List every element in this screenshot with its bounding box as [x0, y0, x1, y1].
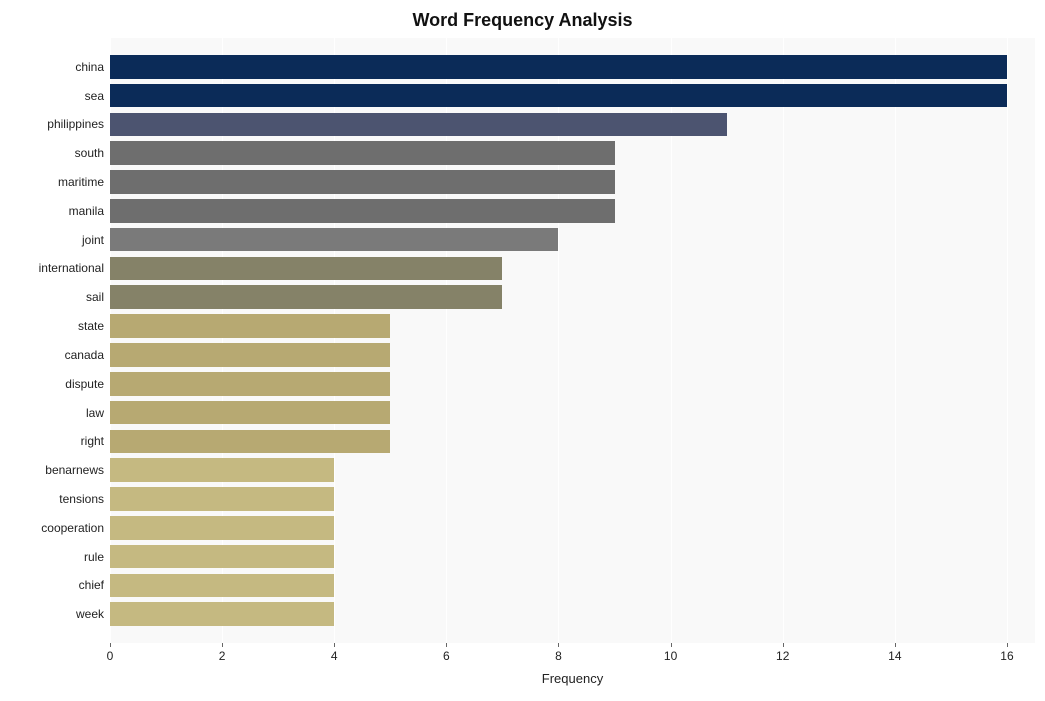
bar — [110, 516, 334, 540]
y-tick-label: state — [78, 319, 104, 333]
y-tick-label: maritime — [58, 175, 104, 189]
bar — [110, 545, 334, 569]
bar — [110, 343, 390, 367]
chart-title: Word Frequency Analysis — [0, 10, 1045, 31]
grid-line — [1007, 38, 1008, 643]
bar — [110, 199, 615, 223]
bar — [110, 84, 1007, 108]
x-tick-label: 16 — [1000, 649, 1013, 663]
x-tick-label: 10 — [664, 649, 677, 663]
bar — [110, 257, 502, 281]
x-tick-label: 12 — [776, 649, 789, 663]
y-tick-label: week — [76, 607, 104, 621]
bar — [110, 602, 334, 626]
x-tick-mark — [334, 643, 335, 647]
y-tick-label: benarnews — [45, 463, 104, 477]
x-tick-label: 14 — [888, 649, 901, 663]
x-axis-label: Frequency — [110, 671, 1035, 686]
x-tick-mark — [783, 643, 784, 647]
bar — [110, 170, 615, 194]
y-tick-label: joint — [82, 233, 104, 247]
y-tick-label: rule — [84, 550, 104, 564]
y-tick-label: south — [75, 146, 104, 160]
x-tick-mark — [895, 643, 896, 647]
bar — [110, 141, 615, 165]
x-tick-mark — [110, 643, 111, 647]
y-tick-label: right — [81, 434, 104, 448]
x-tick-mark — [558, 643, 559, 647]
x-tick-label: 8 — [555, 649, 562, 663]
x-tick-mark — [222, 643, 223, 647]
bar — [110, 430, 390, 454]
x-tick-mark — [671, 643, 672, 647]
x-tick-mark — [1007, 643, 1008, 647]
y-tick-label: tensions — [59, 492, 104, 506]
y-tick-label: china — [75, 60, 104, 74]
y-tick-label: chief — [79, 578, 104, 592]
x-tick-label: 4 — [331, 649, 338, 663]
y-tick-label: sail — [86, 290, 104, 304]
bar — [110, 314, 390, 338]
word-frequency-chart: Word Frequency Analysis Frequency 024681… — [0, 0, 1045, 701]
x-tick-label: 6 — [443, 649, 450, 663]
y-tick-label: canada — [65, 348, 104, 362]
x-tick-label: 2 — [219, 649, 226, 663]
bar — [110, 113, 727, 137]
y-tick-label: philippines — [47, 117, 104, 131]
y-tick-label: dispute — [65, 377, 104, 391]
bar — [110, 487, 334, 511]
bar — [110, 372, 390, 396]
plot-area: Frequency 0246810121416chinaseaphilippin… — [110, 38, 1035, 643]
grid-line — [783, 38, 784, 643]
x-tick-mark — [446, 643, 447, 647]
bar — [110, 574, 334, 598]
y-tick-label: manila — [69, 204, 104, 218]
bar — [110, 285, 502, 309]
bar — [110, 458, 334, 482]
x-tick-label: 0 — [107, 649, 114, 663]
y-tick-label: sea — [85, 89, 104, 103]
bar — [110, 55, 1007, 79]
grid-line — [895, 38, 896, 643]
bar — [110, 401, 390, 425]
y-tick-label: international — [39, 261, 104, 275]
y-tick-label: cooperation — [41, 521, 104, 535]
bar — [110, 228, 558, 252]
y-tick-label: law — [86, 406, 104, 420]
